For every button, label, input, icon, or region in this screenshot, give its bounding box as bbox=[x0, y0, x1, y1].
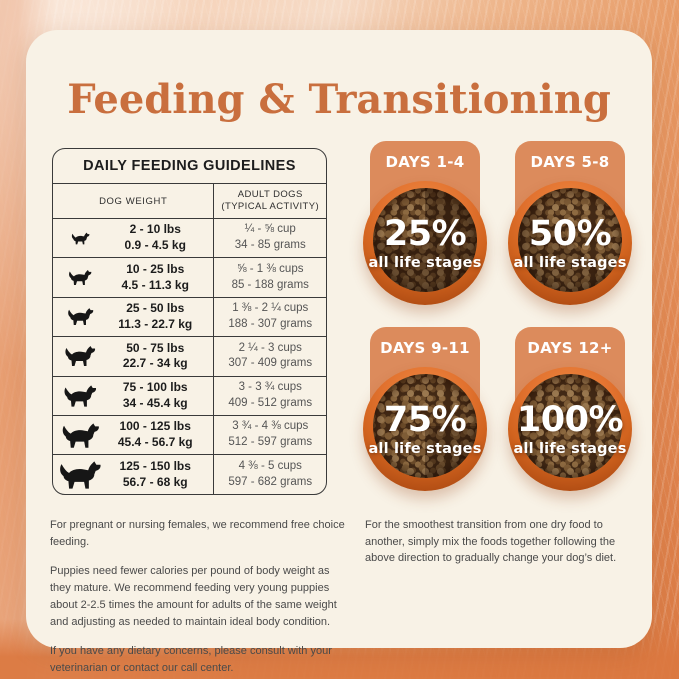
kibble-texture bbox=[518, 374, 622, 478]
serving-cups: ¼ - ⅝ cup bbox=[244, 223, 296, 236]
weight-lbs: 10 - 25 lbs bbox=[126, 261, 185, 276]
days-label: DAYS 1-4 bbox=[385, 153, 465, 171]
serving-cups: ⅝ - 1 ⅜ cups bbox=[237, 262, 304, 275]
transition-step-1: DAYS 1-4 25% all life stages bbox=[352, 141, 498, 329]
serving-cups: 2 ¼ - 3 cups bbox=[238, 341, 302, 354]
percent-value: 25% bbox=[383, 214, 467, 254]
dog-icon bbox=[53, 307, 107, 326]
typical-activity-label: (TYPICAL ACTIVITY) bbox=[221, 201, 320, 212]
life-stages-label: all life stages bbox=[368, 255, 482, 271]
life-stages-label: all life stages bbox=[513, 255, 627, 271]
percent-value: 75% bbox=[383, 400, 467, 440]
adult-dogs-label: ADULT DOGS bbox=[237, 188, 303, 200]
table-row: 100 - 125 lbs 45.4 - 56.7 kg 3 ¾ - 4 ⅜ cu… bbox=[53, 415, 326, 456]
table-row: 75 - 100 lbs 34 - 45.4 kg 3 - 3 ¾ cups 409… bbox=[53, 376, 326, 416]
weight-lbs: 75 - 100 lbs bbox=[122, 379, 188, 394]
serving-grams: 409 - 512 grams bbox=[228, 396, 313, 409]
food-bowl-icon: 25% all life stages bbox=[363, 181, 487, 305]
table-row: 50 - 75 lbs 22.7 - 34 kg 2 ¼ - 3 cups 307 … bbox=[53, 337, 326, 377]
life-stages-label: all life stages bbox=[513, 441, 627, 457]
percent-value: 100% bbox=[516, 400, 624, 440]
dog-icon bbox=[53, 460, 107, 490]
weight-lbs: 50 - 75 lbs bbox=[126, 340, 185, 355]
days-label: DAYS 5-8 bbox=[530, 153, 610, 171]
kibble-texture bbox=[518, 188, 622, 292]
note-transition: For the smoothest transition from one dr… bbox=[365, 519, 617, 565]
weight-kg: 34 - 45.4 kg bbox=[122, 395, 188, 410]
days-label: DAYS 9-11 bbox=[380, 339, 470, 357]
table-title: DAILY FEEDING GUIDELINES bbox=[53, 149, 326, 184]
dog-icon bbox=[53, 269, 107, 286]
weight-lbs: 25 - 50 lbs bbox=[126, 301, 185, 316]
content-card: Feeding & Transitioning DAILY FEEDING GU… bbox=[26, 30, 652, 674]
column-header-adult-dogs: ADULT DOGS (TYPICAL ACTIVITY) bbox=[214, 184, 326, 218]
weight-kg: 0.9 - 4.5 kg bbox=[124, 238, 186, 253]
serving-grams: 188 - 307 grams bbox=[228, 317, 313, 330]
dog-icon bbox=[53, 422, 107, 449]
serving-cups: 1 ⅜ - 2 ¼ cups bbox=[232, 302, 309, 315]
kibble-texture bbox=[373, 374, 477, 478]
transition-step-4: DAYS 12+ 100% all life stages bbox=[497, 327, 643, 515]
food-bowl-icon: 50% all life stages bbox=[508, 181, 632, 305]
weight-kg: 11.3 - 22.7 kg bbox=[118, 316, 193, 331]
page-title: Feeding & Transitioning bbox=[67, 75, 611, 123]
weight-lbs: 2 - 10 lbs bbox=[129, 222, 181, 237]
weight-lbs: 100 - 125 lbs bbox=[119, 419, 191, 434]
weight-kg: 4.5 - 11.3 kg bbox=[121, 277, 189, 292]
table-row: 2 - 10 lbs 0.9 - 4.5 kg ¼ - ⅝ cup 34 - 85 … bbox=[53, 219, 326, 259]
serving-cups: 3 - 3 ¾ cups bbox=[238, 380, 302, 393]
dog-icon bbox=[53, 345, 107, 367]
food-bowl-icon: 75% all life stages bbox=[363, 367, 487, 491]
weight-kg: 22.7 - 34 kg bbox=[122, 356, 188, 371]
serving-grams: 307 - 409 grams bbox=[228, 357, 313, 370]
feeding-guidelines-table: DAILY FEEDING GUIDELINES DOG WEIGHT ADUL… bbox=[52, 148, 327, 495]
transition-notes: For the smoothest transition from one dr… bbox=[365, 517, 633, 580]
note-puppies: Puppies need fewer calories per pound of… bbox=[50, 565, 337, 628]
dog-icon bbox=[53, 384, 107, 408]
transition-step-3: DAYS 9-11 75% all life stages bbox=[352, 327, 498, 515]
feeding-notes: For pregnant or nursing females, we reco… bbox=[50, 517, 346, 679]
kibble-texture bbox=[373, 188, 477, 292]
weight-kg: 45.4 - 56.7 kg bbox=[117, 435, 193, 450]
food-bowl-icon: 100% all life stages bbox=[508, 367, 632, 491]
transition-step-2: DAYS 5-8 50% all life stages bbox=[497, 141, 643, 329]
days-label: DAYS 12+ bbox=[527, 339, 613, 357]
serving-grams: 85 - 188 grams bbox=[231, 278, 309, 291]
weight-lbs: 125 - 150 lbs bbox=[119, 458, 191, 473]
serving-cups: 3 ¾ - 4 ⅜ cups bbox=[232, 420, 309, 433]
table-row: 125 - 150 lbs 56.7 - 68 kg 4 ⅜ - 5 cups 59… bbox=[53, 455, 326, 494]
serving-cups: 4 ⅜ - 5 cups bbox=[238, 459, 302, 472]
table-row: 25 - 50 lbs 11.3 - 22.7 kg 1 ⅜ - 2 ¼ cups… bbox=[53, 297, 326, 338]
table-row: 10 - 25 lbs 4.5 - 11.3 kg ⅝ - 1 ⅜ cups 85 … bbox=[53, 258, 326, 298]
column-header-dog-weight: DOG WEIGHT bbox=[53, 184, 215, 218]
note-pregnant-nursing: For pregnant or nursing females, we reco… bbox=[50, 519, 345, 548]
note-dietary-concerns: If you have any dietary concerns, please… bbox=[50, 645, 332, 675]
table-header-row: DOG WEIGHT ADULT DOGS (TYPICAL ACTIVITY) bbox=[53, 184, 326, 219]
life-stages-label: all life stages bbox=[368, 441, 482, 457]
dog-icon bbox=[53, 232, 107, 245]
serving-grams: 34 - 85 grams bbox=[234, 239, 306, 252]
weight-kg: 56.7 - 68 kg bbox=[122, 474, 188, 489]
percent-value: 50% bbox=[528, 214, 612, 254]
serving-grams: 512 - 597 grams bbox=[228, 436, 313, 449]
serving-grams: 597 - 682 grams bbox=[228, 475, 313, 488]
